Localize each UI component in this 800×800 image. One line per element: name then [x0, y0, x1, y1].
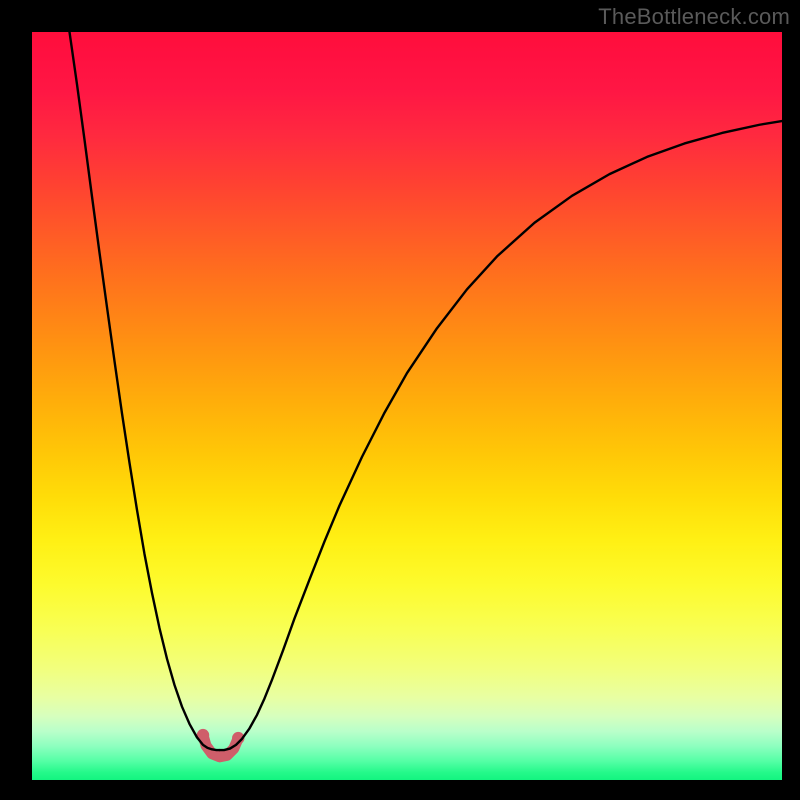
chart-stage: TheBottleneck.com [0, 0, 800, 800]
watermark-text: TheBottleneck.com [598, 4, 790, 30]
plot-area [32, 32, 782, 780]
plot-svg [32, 32, 782, 780]
gradient-background [32, 32, 782, 780]
